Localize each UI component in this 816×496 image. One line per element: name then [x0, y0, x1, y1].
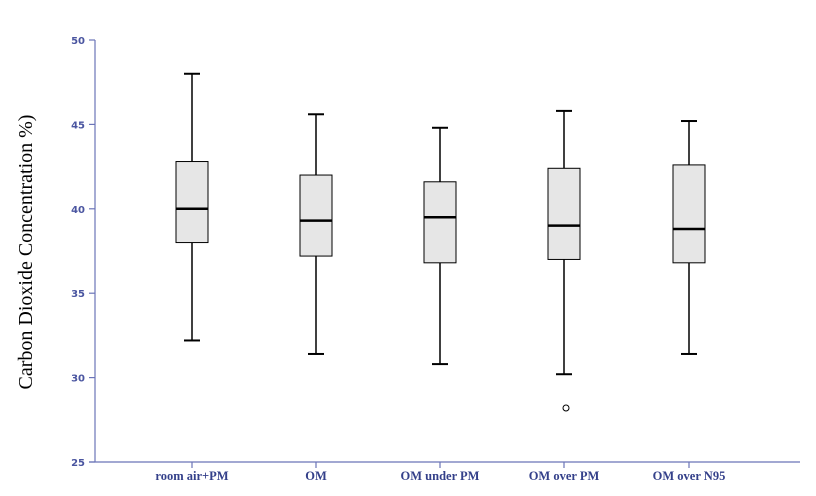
y-tick-label: 35: [71, 289, 85, 300]
box-iqr: [672, 164, 706, 264]
box-iqr: [299, 174, 333, 257]
x-tick-label: room air+PM: [155, 469, 228, 483]
x-tick-label: OM over PM: [529, 469, 600, 483]
y-tick-label: 45: [71, 120, 85, 131]
y-tick-label: 25: [71, 458, 85, 469]
y-tick-label: 30: [71, 374, 85, 385]
y-tick-label: 50: [71, 36, 85, 47]
outlier-point: [562, 404, 570, 412]
x-tick-label: OM under PM: [401, 469, 480, 483]
y-tick-label: 40: [71, 205, 85, 216]
box-iqr: [547, 167, 581, 260]
box-iqr: [423, 181, 457, 264]
box-iqr: [175, 161, 209, 244]
x-tick-label: OM over N95: [653, 469, 726, 483]
y-axis-label: Carbon Dioxide Concentration %): [15, 115, 37, 390]
x-tick-label: OM: [305, 469, 327, 483]
